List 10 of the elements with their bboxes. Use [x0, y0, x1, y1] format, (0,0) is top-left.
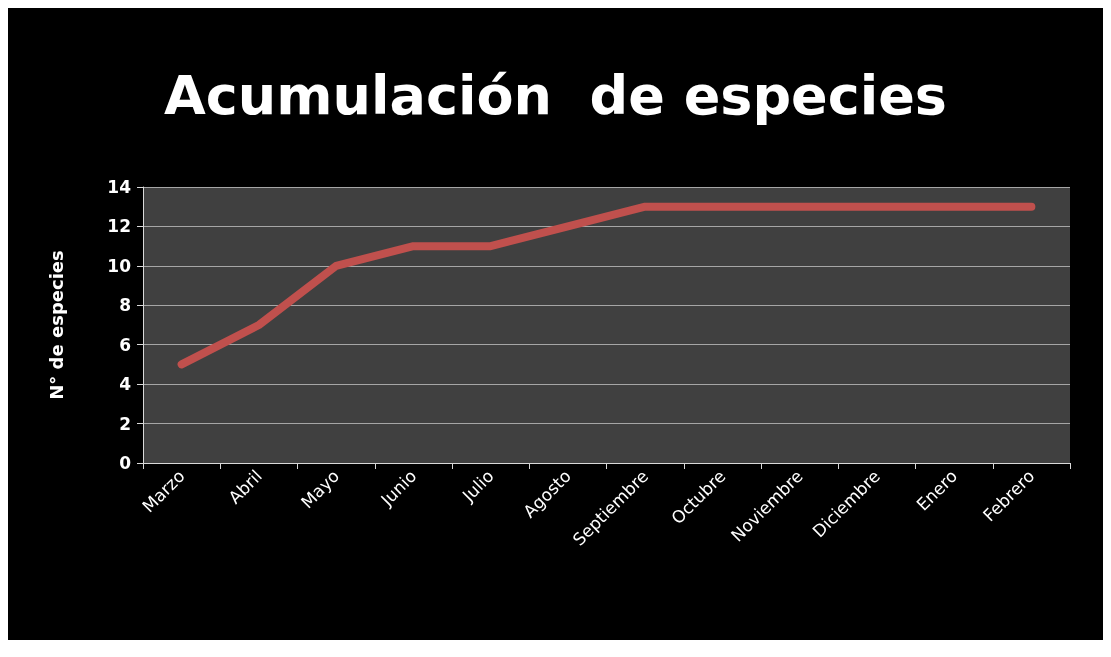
y-tick-label: 8	[119, 295, 131, 316]
y-tick-label: 12	[107, 216, 131, 237]
y-tick-label: 0	[119, 453, 132, 473]
y-tick-label: 14	[107, 177, 132, 197]
y-tick-label: 6	[119, 334, 131, 355]
y-tick-label: 10	[107, 255, 132, 276]
y-tick-label: 2	[119, 413, 131, 434]
y-axis-title: N° de especies	[45, 250, 67, 400]
y-tick-label: 4	[119, 374, 132, 395]
chart-title: Acumulación de especies	[164, 63, 947, 127]
